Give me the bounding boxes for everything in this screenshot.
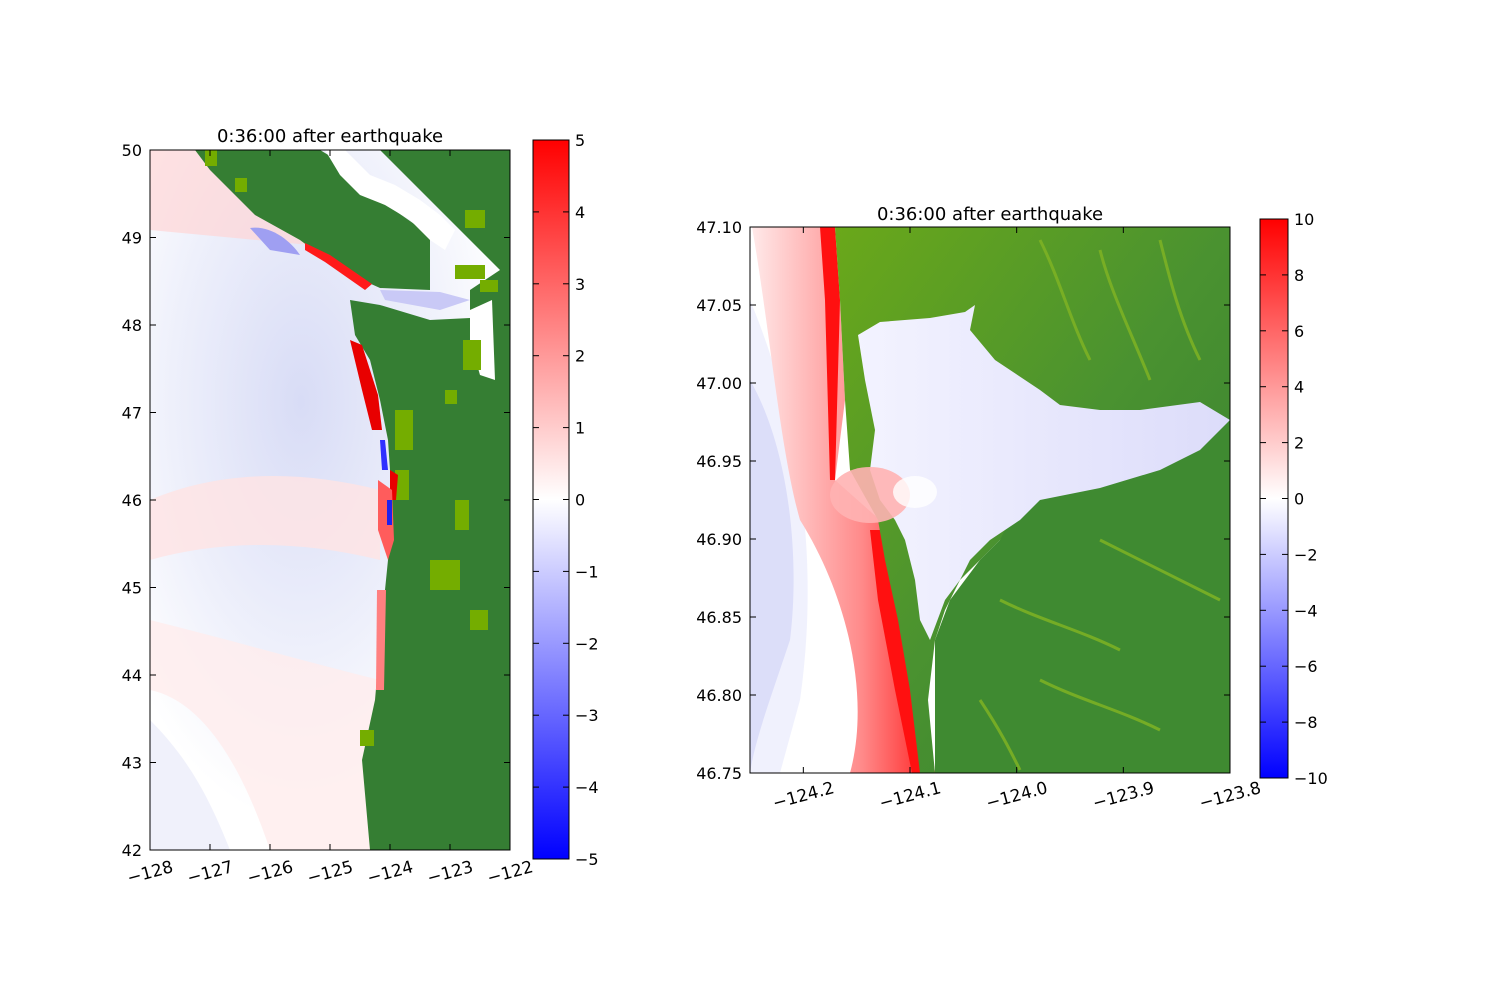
colorbar-tick-label-2: −6: [1294, 657, 1318, 676]
x-tick-label-2: −124.0: [984, 778, 1050, 814]
chart-panel-1: 0:36:00 after earthquake −128 −127 −126 −12…: [122, 126, 599, 889]
y-tick-label-2: 47.05: [696, 296, 742, 315]
x-tick-label-1: −125: [305, 857, 355, 888]
x-tick-label-1: −128: [125, 857, 175, 888]
axes-frame-2: [749, 226, 1231, 774]
y-tick-label-1: 47: [122, 404, 142, 423]
colorbar-tick-label-2: −4: [1294, 601, 1318, 620]
colorbar-ticks-1: −5 −4 −3 −2 −1 0 1 2 3 4 5: [533, 131, 599, 869]
x-tick-label-2: −124.1: [877, 778, 943, 814]
x-tick-label-1: −122: [485, 857, 535, 888]
x-tick-label-2: −123.9: [1091, 778, 1157, 814]
colorbar-tick-label-1: −5: [575, 850, 599, 869]
colorbar-tick-label-2: −2: [1294, 545, 1318, 564]
colorbar-tick-label-1: 5: [575, 131, 585, 150]
colorbar-tick-label-1: 0: [575, 491, 585, 510]
y-tick-label-2: 47.10: [696, 218, 742, 237]
colorbar-tick-label-1: 1: [575, 419, 585, 438]
y-tick-label-1: 45: [122, 579, 142, 598]
y-tick-label-1: 48: [122, 316, 142, 335]
colorbar-tick-label-2: 10: [1294, 210, 1314, 229]
y-tick-label-1: 42: [122, 841, 142, 860]
y-tick-label-2: 46.75: [696, 764, 742, 783]
colorbar-tick-label-1: −3: [575, 706, 599, 725]
colorbar-tick-label-2: −8: [1294, 713, 1318, 732]
y-tick-label-2: 46.85: [696, 608, 742, 627]
colorbar-tick-label-1: −1: [575, 562, 599, 581]
y-tick-label-1: 43: [122, 754, 142, 773]
y-tick-label-2: 47.00: [696, 374, 742, 393]
y-tick-label-2: 46.90: [696, 530, 742, 549]
colorbar-tick-label-1: 2: [575, 347, 585, 366]
map-raster-2: [750, 227, 1230, 773]
colorbar-tick-label-2: 8: [1294, 266, 1304, 285]
y-axis-2: 46.75 46.80 46.85 46.90 46.95 47.00 47.05 47.10: [696, 218, 1230, 783]
y-tick-label-1: 44: [122, 666, 142, 685]
y-tick-label-2: 46.95: [696, 452, 742, 471]
x-tick-label-2: −123.8: [1197, 778, 1263, 814]
colorbar-tick-label-2: 6: [1294, 322, 1304, 341]
x-tick-label-1: −126: [245, 857, 295, 888]
colorbar-tick-label-2: 4: [1294, 378, 1304, 397]
chart-title-2: 0:36:00 after earthquake: [877, 204, 1103, 225]
chart-panel-2: 0:36:00 after earthquake −124.2 −124.1 −12…: [696, 204, 1328, 814]
y-tick-label-1: 50: [122, 141, 142, 160]
colorbar-tick-label-1: 4: [575, 203, 585, 222]
y-axis-1: 42 43 44 45 46 47 48 49 50: [122, 141, 510, 860]
colorbar-tick-label-1: −4: [575, 778, 599, 797]
x-tick-label-1: −123: [425, 857, 475, 888]
map-raster-1: [150, 150, 510, 850]
colorbar-ticks-2: −10 −8 −6 −4 −2 0 2 4 6 8 10: [1260, 210, 1328, 788]
colorbar-tick-label-1: −2: [575, 634, 599, 653]
x-tick-label-1: −124: [365, 857, 415, 888]
y-tick-label-1: 49: [122, 229, 142, 248]
colorbar-tick-label-2: 2: [1294, 434, 1304, 453]
colorbar-tick-label-1: 3: [575, 275, 585, 294]
y-tick-label-1: 46: [122, 491, 142, 510]
x-tick-label-1: −127: [185, 857, 235, 888]
colorbar-tick-label-2: −10: [1294, 769, 1328, 788]
colorbar-tick-label-2: 0: [1294, 490, 1304, 509]
y-tick-label-2: 46.80: [696, 686, 742, 705]
x-tick-label-2: −124.2: [771, 778, 837, 814]
chart-title-1: 0:36:00 after earthquake: [217, 126, 443, 147]
